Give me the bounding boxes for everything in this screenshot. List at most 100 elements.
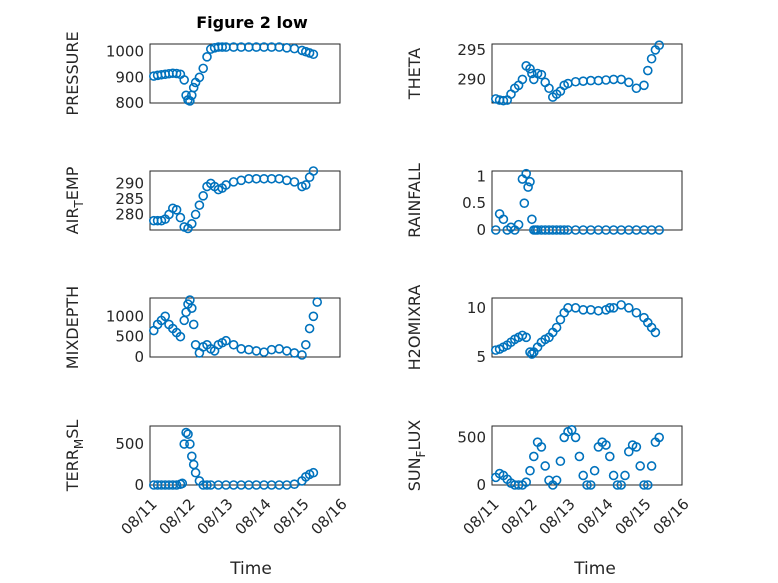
data-point xyxy=(171,205,182,215)
data-point xyxy=(300,339,311,350)
data-point xyxy=(654,225,665,235)
data-point xyxy=(521,332,532,343)
y-tick-label: 900 xyxy=(115,68,144,86)
data-point xyxy=(177,478,188,489)
data-point xyxy=(559,225,570,235)
data-point xyxy=(308,311,319,322)
data-point xyxy=(289,479,300,489)
y-tick-label: 0 xyxy=(476,476,486,494)
data-point xyxy=(221,335,231,346)
data-point xyxy=(297,350,307,360)
data-point xyxy=(525,347,535,357)
data-point xyxy=(616,480,627,490)
x-tick-label: 08/15 xyxy=(269,495,312,538)
data-point xyxy=(198,63,208,74)
data-point xyxy=(639,80,649,91)
data-point xyxy=(578,470,589,481)
data-point xyxy=(528,451,539,462)
y-tick-label: 5 xyxy=(476,348,486,366)
data-point xyxy=(544,83,554,94)
x-axis-label-left: Time xyxy=(229,559,272,579)
data-point xyxy=(490,225,501,235)
y-axis-label: TERRMSL xyxy=(63,420,86,493)
data-point xyxy=(574,451,585,462)
data-point xyxy=(523,182,533,192)
data-point xyxy=(183,429,193,439)
data-point xyxy=(160,311,170,322)
y-axis-label: H2OMIXRA xyxy=(405,285,424,371)
data-point xyxy=(185,96,195,106)
data-point xyxy=(175,212,186,223)
y-tick-label: 500 xyxy=(115,328,144,346)
data-point xyxy=(517,74,528,85)
y-axis-label: MIXDEPTH xyxy=(63,286,82,369)
data-point xyxy=(540,461,551,471)
x-tick-label: 08/15 xyxy=(611,495,654,538)
data-point xyxy=(190,209,201,220)
axes-frame xyxy=(491,170,683,231)
data-point xyxy=(521,477,532,487)
data-point xyxy=(308,467,319,478)
subplot-rainfall: 0 0.5 1 RAINFALL xyxy=(405,163,683,239)
data-point xyxy=(555,456,566,467)
data-point xyxy=(551,322,562,333)
data-point xyxy=(188,319,199,330)
data-point xyxy=(620,470,630,481)
axes-frame xyxy=(491,297,683,358)
data-point xyxy=(623,303,634,313)
y-axis-label: SUNFLUX xyxy=(405,420,428,492)
data-point xyxy=(642,65,653,76)
data-point xyxy=(179,439,189,449)
data-point xyxy=(308,166,319,176)
data-point xyxy=(289,177,300,187)
data-point xyxy=(566,425,577,435)
data-point xyxy=(604,303,615,313)
x-tick-label: 08/13 xyxy=(193,495,236,538)
data-point xyxy=(202,52,212,62)
subplot-h2omixra: 5 10 H2OMIXRA xyxy=(405,285,683,371)
data-point xyxy=(194,72,205,83)
data-point xyxy=(612,480,623,490)
data-point xyxy=(228,339,239,350)
x-tick-label: 08/16 xyxy=(649,495,692,538)
data-point xyxy=(190,467,201,478)
y-tick-label: 285 xyxy=(115,190,144,208)
y-tick-label: 1000 xyxy=(106,43,144,61)
data-point xyxy=(187,303,197,313)
data-point xyxy=(525,176,535,187)
data-point xyxy=(527,214,537,225)
data-point xyxy=(551,475,562,486)
data-point xyxy=(582,480,592,490)
axes-frame xyxy=(149,425,341,486)
data-point xyxy=(179,75,189,85)
x-axis-label-right: Time xyxy=(573,559,616,579)
data-point xyxy=(202,480,212,490)
data-point xyxy=(646,53,657,64)
data-point xyxy=(171,480,182,490)
y-tick-label: 280 xyxy=(115,205,144,223)
data-point xyxy=(635,461,646,471)
data-point xyxy=(527,349,537,359)
x-tick-label: 08/13 xyxy=(535,495,578,538)
data-point xyxy=(181,427,191,438)
data-point xyxy=(217,42,227,52)
data-point xyxy=(300,180,311,190)
data-point xyxy=(608,470,619,481)
y-tick-label: 1 xyxy=(476,167,486,185)
data-point xyxy=(589,465,600,476)
x-tick-label: 08/12 xyxy=(155,495,198,538)
data-point xyxy=(639,480,649,490)
y-tick-label: 290 xyxy=(457,70,486,88)
y-axis-label: PRESSURE xyxy=(63,31,82,115)
data-point xyxy=(194,200,205,210)
y-tick-label: 0 xyxy=(134,348,144,366)
data-point xyxy=(570,432,581,443)
data-point xyxy=(187,218,197,229)
data-point xyxy=(623,77,634,88)
data-point xyxy=(188,82,199,93)
x-tick-label: 08/11 xyxy=(117,495,160,538)
x-tick-label: 08/12 xyxy=(497,495,540,538)
data-point xyxy=(521,168,532,179)
data-point xyxy=(525,63,535,74)
